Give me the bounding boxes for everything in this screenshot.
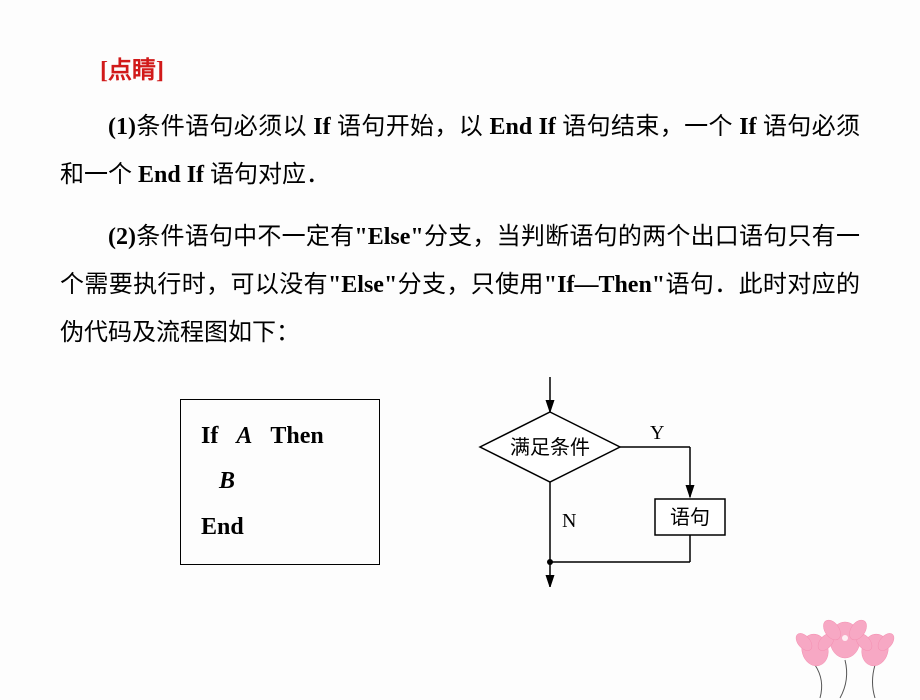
p1-endif2: End If [132,162,210,188]
p2-a: 条件语句中不一定有 [136,224,354,250]
pseudocode-box: If A Then B End [180,399,380,566]
flow-label-y: Y [650,422,664,444]
p1-if: If [307,114,337,140]
balloon-decoration-icon [780,570,910,700]
flowchart-svg: 满足条件 Y 语句 N [440,377,740,587]
code-line-3: End [201,505,359,551]
p1-endif: End If [483,114,562,140]
code-B: B [219,468,235,494]
p2-else1: "Else" [354,224,423,250]
p1-b: 语句开始，以 [337,114,483,140]
heading-dianjing: [点睛] [60,50,860,85]
code-then: Then [270,423,323,449]
p2-c: 分支，只使用 [397,272,544,298]
heading-text: [点睛] [100,58,164,84]
p1-if2: If [733,114,763,140]
flow-diamond-text: 满足条件 [510,436,590,459]
lower-block: If A Then B End 满足条件 Y [60,377,860,587]
code-line-2: B [201,459,359,505]
p1-prefix: (1) [108,114,136,140]
p1-a: 条件语句必须以 [136,114,307,140]
flow-box-text: 语句 [670,506,710,529]
p1-e: 语句对应． [210,162,330,188]
p2-else2: "Else" [328,272,397,298]
paragraph-2: (2)条件语句中不一定有"Else"分支，当判断语句的两个出口语句只有一个需要执… [60,213,860,357]
code-end: End [201,514,244,540]
code-A: A [236,423,252,449]
p1-c: 语句结束，一个 [562,114,733,140]
content-area: [点睛] (1)条件语句必须以 If 语句开始，以 End If 语句结束，一个… [0,0,920,587]
code-if: If [201,423,218,449]
p2-ifthen: "If—Then" [544,272,665,298]
p2-prefix: (2) [108,224,136,250]
flow-label-n: N [562,510,576,532]
paragraph-1: (1)条件语句必须以 If 语句开始，以 End If 语句结束，一个 If 语… [60,103,860,199]
code-line-1: If A Then [201,414,359,460]
